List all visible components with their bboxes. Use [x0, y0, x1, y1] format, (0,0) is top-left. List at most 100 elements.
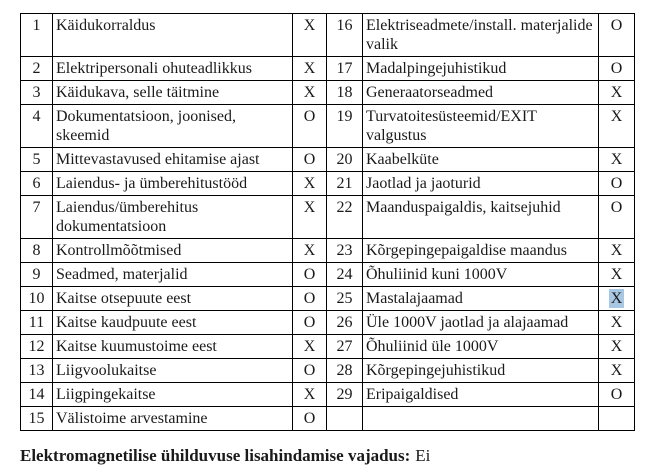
mark-text: X: [303, 60, 316, 77]
mark-text: X: [610, 266, 623, 283]
left-item-number: 14: [20, 382, 53, 407]
mark-text: X: [610, 314, 623, 331]
left-item-mark: X: [292, 238, 327, 263]
mark-text: X: [303, 175, 316, 192]
left-item-mark: X: [292, 171, 327, 196]
right-item-mark: O: [598, 382, 635, 407]
mark-text: X: [610, 362, 623, 379]
right-item-mark: X: [598, 334, 635, 359]
right-item-mark: [598, 406, 635, 431]
right-item-number: 23: [326, 238, 363, 263]
highlighted-mark-text: X: [608, 289, 625, 308]
mark-text: O: [610, 199, 623, 216]
right-item-description: Maanduspaigaldis, kaitsejuhid: [362, 195, 599, 239]
right-item-description: [362, 406, 599, 431]
mark-text: X: [610, 108, 623, 125]
left-item-number: 11: [20, 310, 53, 335]
left-item-mark: O: [292, 406, 327, 431]
table-row: 11 Kaitse kaudpuute eest O 26 Üle 1000V …: [20, 310, 635, 335]
left-item-description: Käidukava, selle täitmine: [52, 80, 293, 105]
right-item-description: Generaatorseadmed: [362, 80, 599, 105]
left-item-mark: O: [292, 310, 327, 335]
right-item-mark: X: [598, 310, 635, 335]
right-item-mark: O: [598, 171, 635, 196]
assessment-table-body: 1 Käidukorraldus X 16 Elektriseadmete/in…: [20, 13, 635, 431]
footer-note-label: Elektromagnetilise ühilduvuse lisahindam…: [20, 446, 411, 465]
right-item-description: Turvatoitesüsteemid/EXIT valgustus: [362, 104, 599, 148]
right-item-number: 20: [326, 147, 363, 172]
left-item-number: 6: [20, 171, 53, 196]
right-item-description: Kaabelküte: [362, 147, 599, 172]
left-item-mark: X: [292, 195, 327, 239]
left-item-number: 13: [20, 358, 53, 383]
assessment-checklist-table: 1 Käidukorraldus X 16 Elektriseadmete/in…: [20, 13, 635, 431]
right-item-mark: X: [598, 358, 635, 383]
left-item-number: 4: [20, 104, 53, 148]
right-item-mark: X: [598, 262, 635, 287]
left-item-number: 12: [20, 334, 53, 359]
footer-note-value: Ei: [415, 446, 431, 465]
right-item-number: 25: [326, 286, 363, 311]
right-item-mark: X: [598, 80, 635, 105]
left-item-description: Seadmed, materjalid: [52, 262, 293, 287]
mark-text: O: [303, 151, 316, 168]
right-item-description: Üle 1000V jaotlad ja alajaamad: [362, 310, 599, 335]
left-item-mark: O: [292, 358, 327, 383]
left-item-description: Kaitse kaudpuute eest: [52, 310, 293, 335]
left-item-mark: X: [292, 382, 327, 407]
right-item-mark: O: [598, 13, 635, 57]
table-row: 10 Kaitse otsepuute eest O 25 Mastalajaa…: [20, 286, 635, 311]
mark-text: X: [610, 242, 623, 259]
left-item-number: 7: [20, 195, 53, 239]
left-item-description: Kaitse kuumustoime eest: [52, 334, 293, 359]
left-item-number: 9: [20, 262, 53, 287]
left-item-description: Kontrollmõõtmised: [52, 238, 293, 263]
left-item-description: Mittevastavused ehitamise ajast: [52, 147, 293, 172]
table-row: 6 Laiendus- ja ümberehitustööd X 21 Jaot…: [20, 171, 635, 196]
mark-text: O: [303, 266, 316, 283]
mark-text: O: [610, 175, 623, 192]
right-item-description: Kõrgepingejuhistikud: [362, 358, 599, 383]
table-row: 8 Kontrollmõõtmised X 23 Kõrgepingepaiga…: [20, 238, 635, 263]
right-item-description: Õhuliinid kuni 1000V: [362, 262, 599, 287]
mark-text: O: [610, 17, 623, 34]
left-item-mark: X: [292, 80, 327, 105]
table-row: 12 Kaitse kuumustoime eest X 27 Õhuliini…: [20, 334, 635, 359]
left-item-number: 1: [20, 13, 53, 57]
table-row: 3 Käidukava, selle täitmine X 18 Generaa…: [20, 80, 635, 105]
footer-note: Elektromagnetilise ühilduvuse lisahindam…: [20, 446, 430, 465]
right-item-description: Madalpingejuhistikud: [362, 56, 599, 81]
right-item-mark: X: [598, 104, 635, 148]
right-item-mark: X: [598, 286, 635, 311]
right-item-number: 17: [326, 56, 363, 81]
left-item-number: 2: [20, 56, 53, 81]
right-item-number: [326, 406, 363, 431]
table-row: 5 Mittevastavused ehitamise ajast O 20 K…: [20, 147, 635, 172]
left-item-mark: X: [292, 334, 327, 359]
right-item-description: Eripaigaldised: [362, 382, 599, 407]
left-item-number: 10: [20, 286, 53, 311]
left-item-mark: X: [292, 13, 327, 57]
right-item-number: 21: [326, 171, 363, 196]
left-item-description: Liigvoolukaitse: [52, 358, 293, 383]
mark-text: X: [303, 242, 316, 259]
mark-text: X: [610, 151, 623, 168]
left-item-description: Välistoime arvestamine: [52, 406, 293, 431]
left-item-mark: O: [292, 262, 327, 287]
right-item-description: Jaotlad ja jaoturid: [362, 171, 599, 196]
right-item-mark: X: [598, 238, 635, 263]
right-item-number: 18: [326, 80, 363, 105]
right-item-number: 28: [326, 358, 363, 383]
mark-text: X: [610, 338, 623, 355]
left-item-number: 5: [20, 147, 53, 172]
right-item-number: 22: [326, 195, 363, 239]
right-item-description: Elektriseadmete/install. materjalide val…: [362, 13, 599, 57]
left-item-mark: X: [292, 56, 327, 81]
right-item-number: 24: [326, 262, 363, 287]
mark-text: O: [303, 314, 316, 331]
left-item-description: Laiendus- ja ümberehitustööd: [52, 171, 293, 196]
left-item-number: 3: [20, 80, 53, 105]
right-item-description: Kõrgepingepaigaldise maandus: [362, 238, 599, 263]
left-item-description: Kaitse otsepuute eest: [52, 286, 293, 311]
